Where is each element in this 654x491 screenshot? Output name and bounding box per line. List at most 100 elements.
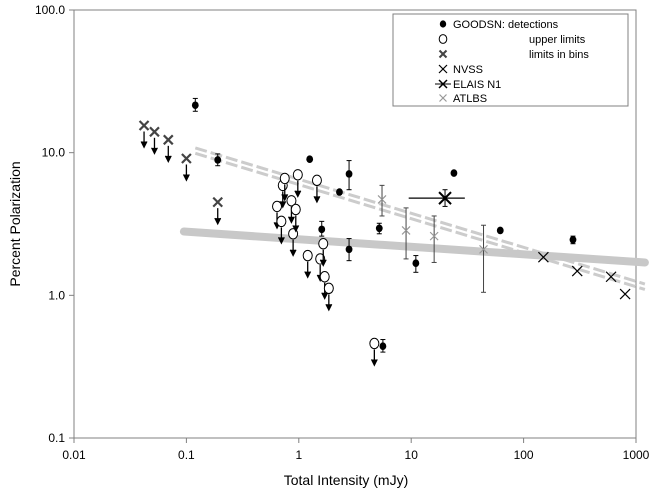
limit-arrowhead — [182, 174, 190, 182]
nvss-cross — [571, 265, 583, 277]
axis-ticks: 0.01 0.1 1 10 100 1000 0.1 1.0 10.0 100.0 — [35, 3, 650, 462]
point-open-circle — [279, 172, 290, 202]
upper-limit-circle — [311, 174, 322, 187]
point-cross-bold — [149, 126, 160, 155]
limit-arrowhead — [164, 155, 172, 163]
point-open-circle — [290, 203, 301, 233]
point-cross-bold — [163, 134, 174, 163]
point-open-circle — [369, 337, 380, 367]
legend: GOODSN: detections upper limits limits i… — [392, 13, 629, 107]
detection-dot — [306, 155, 314, 163]
limit-arrowhead — [151, 147, 158, 155]
limit-arrowhead — [289, 249, 297, 257]
legend-label-limits-in-bins: limits in bins — [529, 49, 589, 61]
atlbs-cross — [479, 244, 488, 254]
point-cross — [571, 265, 583, 277]
legend-label-elais: ELAIS N1 — [453, 79, 501, 91]
limit-arrowhead — [140, 141, 148, 149]
detection-dot — [375, 224, 383, 233]
point-cross — [537, 251, 549, 263]
limit-arrowhead — [292, 225, 300, 233]
legend-label-goodsn: GOODSN: detections — [453, 19, 559, 31]
point-filled-circle — [496, 226, 504, 235]
y-tick-label: 10.0 — [42, 146, 66, 160]
limit-arrowhead — [313, 196, 321, 204]
y-axis-label: Percent Polarization — [7, 161, 23, 286]
y-tick-label: 100.0 — [35, 3, 65, 17]
detection-dot — [336, 188, 343, 196]
limit-arrowhead — [287, 216, 295, 224]
bin-cross — [181, 153, 192, 164]
data-marks — [138, 97, 631, 367]
point-cross — [605, 271, 617, 283]
point-filled-circle — [450, 169, 458, 177]
point-filled-circle — [375, 222, 383, 235]
x-tick-label: 1000 — [623, 448, 650, 462]
atlbs-cross — [401, 226, 411, 235]
point-cross-bold — [181, 153, 192, 182]
upper-limit-circle — [276, 215, 287, 228]
legend-box — [392, 13, 629, 107]
legend-marker-upper-limit — [438, 34, 448, 44]
trend-dashed — [194, 146, 646, 286]
x-tick-label: 1 — [295, 448, 302, 462]
point-filled-circle — [191, 97, 199, 112]
point-filled-circle — [379, 339, 387, 353]
point-open-circle — [311, 174, 322, 204]
upper-limit-circle — [323, 282, 334, 295]
limit-arrowhead — [370, 359, 378, 367]
upper-limit-circle — [279, 172, 290, 185]
legend-marks — [435, 20, 451, 102]
legend-marker-elais — [438, 79, 448, 89]
point-cross-errorbar — [408, 189, 465, 207]
legend-label-nvss: NVSS — [453, 64, 483, 76]
point-cross-light — [479, 224, 488, 293]
upper-limit-circle — [292, 169, 303, 181]
detection-dot — [214, 156, 222, 164]
trend-dashed — [194, 151, 646, 291]
upper-limit-circle — [369, 337, 380, 350]
legend-marker-atlbs — [439, 94, 447, 102]
legend-marker-nvss — [438, 64, 448, 74]
limit-arrowhead — [279, 201, 287, 209]
limit-arrowhead — [281, 194, 289, 202]
bin-cross — [138, 120, 150, 131]
detection-dot — [450, 169, 458, 177]
limit-arrowhead — [321, 292, 329, 300]
limit-arrowhead — [277, 237, 285, 245]
detection-dot — [345, 245, 353, 254]
x-axis-label: Total Intensity (mJy) — [284, 472, 408, 488]
legend-label-atlbs: ATLBS — [453, 93, 487, 105]
point-filled-circle — [318, 220, 326, 237]
legend-marker-bins — [438, 49, 448, 59]
detection-dot — [379, 342, 387, 351]
point-cross — [619, 288, 631, 300]
x-tick-label: 0.1 — [178, 448, 195, 462]
limit-arrowhead — [325, 304, 333, 312]
limit-arrowhead — [319, 259, 327, 267]
legend-marker-detection — [439, 20, 447, 28]
y-tick-label: 1.0 — [48, 288, 65, 302]
limit-arrowhead — [214, 217, 222, 226]
point-open-circle — [323, 282, 334, 312]
atlbs-cross — [429, 231, 439, 241]
y-tick-label: 0.1 — [48, 431, 65, 445]
point-filled-circle — [412, 255, 420, 273]
bin-cross — [212, 196, 224, 208]
upper-limit-circle — [290, 203, 301, 216]
upper-limit-circle — [272, 200, 283, 213]
trend-band — [179, 227, 649, 267]
x-tick-label: 100 — [514, 448, 534, 462]
upper-limit-circle — [318, 238, 329, 250]
detection-dot — [318, 225, 326, 234]
detection-dot — [191, 101, 199, 110]
detection-dot — [496, 226, 504, 235]
point-open-circle — [292, 169, 303, 198]
bin-cross — [149, 126, 160, 138]
point-cross-light — [401, 207, 411, 260]
point-filled-circle — [345, 160, 353, 191]
point-open-circle — [276, 215, 287, 245]
trend-lines — [179, 146, 649, 291]
point-filled-circle — [345, 238, 353, 262]
